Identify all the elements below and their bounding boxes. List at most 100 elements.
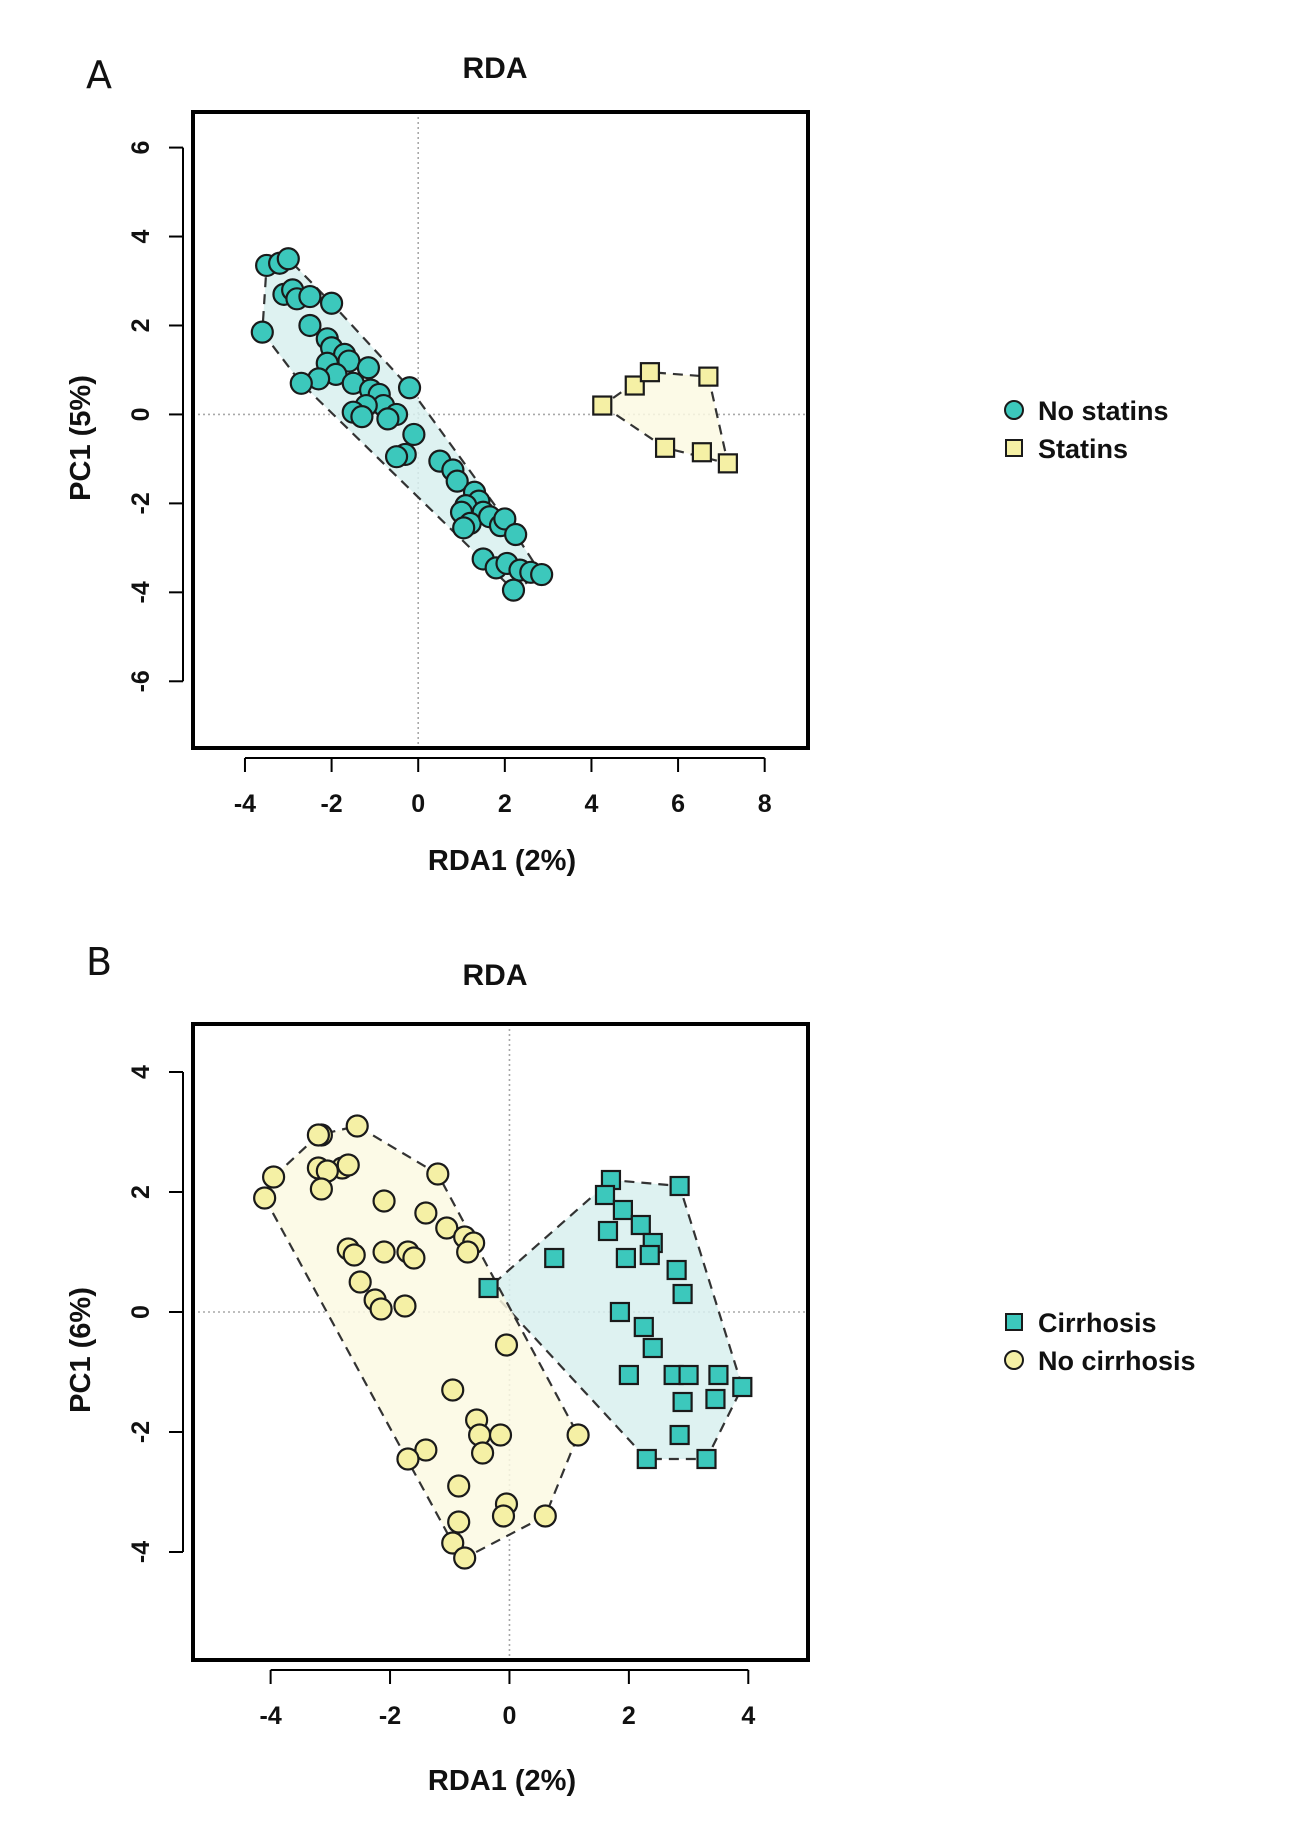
panel-a-statins-point-3 <box>698 366 719 387</box>
panel-a-no-statins-point-15 <box>356 356 381 380</box>
panel-b-no-cirrhosis-point-2 <box>306 1123 330 1147</box>
panel-b-plot-frame <box>191 1022 810 1662</box>
panel-b-no-cirrhosis-point-33 <box>414 1438 438 1462</box>
panel-b-cirrhosis-point-7 <box>639 1244 660 1266</box>
panel-b-cirrhosis-point-9 <box>615 1247 636 1269</box>
panel-b-x-label: RDA1 (2%) <box>428 1765 576 1797</box>
panel-b-no-cirrhosis-point-22 <box>348 1270 372 1294</box>
panel-a-letter: A <box>86 53 112 97</box>
panel-a-no-statins-point-26 <box>350 405 374 429</box>
panel-a-points <box>250 247 738 602</box>
panel-b-cirrhosis-point-10 <box>666 1259 687 1281</box>
panel-a-no-statins-point-7 <box>319 291 344 315</box>
panel-a-plot-frame <box>191 110 810 750</box>
panel-b-no-cirrhosis-point-39 <box>447 1510 471 1534</box>
panel-b-no-cirrhosis-point-35 <box>447 1474 471 1498</box>
panel-a-x-axis: -4 -2 0 2 4 6 8 <box>234 757 772 818</box>
panel-b-y-tick-label-0: -4 <box>127 1541 155 1563</box>
panel-b-cirrhosis-point-22 <box>732 1376 753 1398</box>
panel-a-x-tick-label-5: 6 <box>671 790 685 818</box>
panel-b-no-cirrhosis-point-38 <box>533 1504 557 1528</box>
panel-b-y-label: PC1 (6%) <box>65 1287 97 1413</box>
panel-b-no-cirrhosis-point-8 <box>426 1162 450 1186</box>
panel-b-no-cirrhosis-point-13 <box>435 1216 459 1240</box>
panel-a-statins-point-5 <box>691 442 712 463</box>
panel-b-no-cirrhosis-point-32 <box>566 1423 590 1447</box>
panel-a-statins-point-0 <box>592 395 613 416</box>
panel-b-cirrhosis-point-19 <box>708 1364 729 1386</box>
panel-a-no-statins-point-45 <box>504 522 528 547</box>
panel-a-y-tick-label-0: -6 <box>127 670 155 692</box>
panel-b-no-cirrhosis-point-37 <box>491 1504 516 1528</box>
panel-a-no-statins-point-31 <box>384 445 409 469</box>
panel-b-reference-lines <box>193 1024 808 1660</box>
panel-a-no-statins-point-8 <box>298 313 322 338</box>
panel-a-x-tick-label-3: 2 <box>498 790 512 818</box>
panel-b-cirrhosis-point-18 <box>678 1364 699 1386</box>
panel-b-y-axis: -4 -2 0 2 4 <box>127 1065 184 1563</box>
panel-b-no-cirrhosis-point-10 <box>309 1177 333 1201</box>
panel-b-cirrhosis-point-14 <box>633 1316 654 1338</box>
panel-b-x-tick-label-1: -2 <box>379 1702 401 1730</box>
panel-b-no-cirrhosis-point-31 <box>470 1441 495 1465</box>
panel-b-no-cirrhosis-point-7 <box>262 1165 286 1189</box>
panel-b-no-cirrhosis-point-27 <box>441 1378 465 1402</box>
panel-b: B RDA -4 -2 0 2 4 -4 -2 0 2 4 RDA1 (2%) PC1 (6%)… <box>65 940 1196 1797</box>
panel-b-y-tick-label-4: 4 <box>127 1065 155 1079</box>
panel-b-y-tick-label-3: 2 <box>127 1185 155 1199</box>
panel-b-no-cirrhosis-point-40 <box>441 1531 465 1555</box>
panel-a-no-statins-point-28 <box>397 376 422 400</box>
panel-b-cirrhosis-point-13 <box>609 1301 631 1323</box>
panel-a-legend-no-statins-marker <box>1004 400 1024 420</box>
panel-b-no-cirrhosis-point-24 <box>369 1297 393 1321</box>
panel-b-legend-no-cirrhosis-marker <box>1004 1350 1024 1370</box>
panel-a-x-tick-label-1: -2 <box>320 790 342 818</box>
panel-a-no-statins-point-9 <box>250 320 274 344</box>
panel-a-statins-point-6 <box>717 453 738 474</box>
panel-b-no-cirrhosis-point-12 <box>414 1201 438 1225</box>
panel-b-points <box>253 1114 753 1570</box>
panel-b-no-cirrhosis-point-25 <box>393 1294 417 1318</box>
panel-b-cirrhosis-point-11 <box>478 1277 499 1299</box>
panel-a-legend: No statins Statins <box>1004 396 1169 464</box>
panel-a-no-statins-point-2 <box>276 247 300 271</box>
panel-b-no-cirrhosis-point-21 <box>456 1240 480 1264</box>
panel-b-y-tick-label-2: 0 <box>127 1305 155 1319</box>
panel-b-no-cirrhosis-point-11 <box>372 1189 396 1213</box>
panel-a-no-statins-point-43 <box>493 507 517 531</box>
panel-a-y-tick-label-1: -4 <box>127 581 155 603</box>
panel-a-no-statins-point-6 <box>298 284 322 309</box>
panel-b-cirrhosis-point-4 <box>597 1220 619 1242</box>
panel-a-no-statins-point-44 <box>452 516 476 540</box>
panel-a-y-label: PC1 (5%) <box>65 375 97 501</box>
panel-a-x-tick-label-4: 4 <box>584 790 598 818</box>
panel-b-no-cirrhosis-point-30 <box>488 1423 513 1447</box>
panel-b-legend: Cirrhosis No cirrhosis <box>1004 1308 1196 1376</box>
panel-b-no-cirrhosis-point-0 <box>345 1114 369 1138</box>
panel-b-cirrhosis-point-5 <box>630 1214 651 1236</box>
panel-a-legend-statins-marker <box>1005 439 1023 457</box>
panel-b-x-axis: -4 -2 0 2 4 <box>260 1669 755 1730</box>
panel-a-statins-point-1 <box>624 375 645 396</box>
panel-a-y-tick-label-3: 0 <box>127 407 155 421</box>
panel-b-no-cirrhosis-point-20 <box>402 1246 426 1270</box>
panel-b-x-tick-label-0: -4 <box>260 1702 282 1730</box>
panel-b-no-cirrhosis-point-26 <box>494 1333 519 1357</box>
panel-a-x-label: RDA1 (2%) <box>428 845 576 877</box>
panel-b-no-cirrhosis-point-18 <box>372 1240 396 1264</box>
panel-a: A RDA -4 -2 0 2 4 6 8 -6 -4 -2 0 2 4 6 RDA1 (2%) PC1… <box>65 52 1169 877</box>
panel-a-y-axis: -6 -4 -2 0 2 4 6 <box>127 141 184 692</box>
panel-a-title: RDA <box>463 52 528 85</box>
panel-b-cirrhosis-point-2 <box>594 1184 616 1206</box>
panel-a-x-tick-label-0: -4 <box>234 790 256 818</box>
panel-a-no-statins-point-52 <box>501 578 526 602</box>
panel-a-y-tick-label-4: 2 <box>127 319 155 333</box>
panel-b-y-tick-label-1: -2 <box>127 1421 155 1443</box>
panel-a-y-tick-label-6: 6 <box>127 141 155 155</box>
panel-a-legend-statins-label: Statins <box>1038 434 1128 464</box>
panel-b-cirrhosis-point-16 <box>618 1364 639 1386</box>
panel-a-statins-point-2 <box>639 362 661 383</box>
panel-b-cirrhosis-point-15 <box>642 1337 663 1359</box>
panel-b-no-cirrhosis-point-17 <box>342 1243 366 1267</box>
panel-a-y-tick-label-5: 4 <box>127 229 155 243</box>
